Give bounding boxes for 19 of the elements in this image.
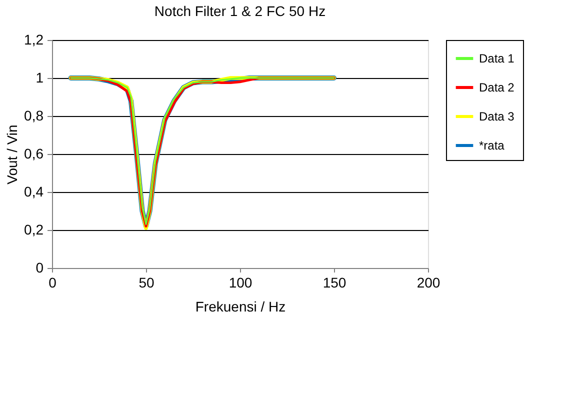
x-tick-label: 50 — [138, 274, 154, 290]
y-tick-label: 1 — [36, 70, 44, 86]
x-tick-label: 100 — [228, 274, 252, 290]
x-axis-title: Frekuensi / Hz — [195, 298, 286, 314]
legend-label: Data 1 — [479, 52, 515, 66]
y-axis-title: Vout / Vin — [4, 124, 20, 184]
y-tick-label: 0,2 — [24, 222, 44, 238]
x-tick-label: 0 — [48, 274, 57, 290]
chart-title: Notch Filter 1 & 2 FC 50 Hz — [154, 3, 326, 19]
y-tick-label: 0 — [36, 260, 44, 276]
legend-label: Data 3 — [479, 110, 515, 124]
x-tick-label: 200 — [416, 274, 440, 290]
y-tick-label: 1,2 — [24, 32, 44, 48]
legend-label: *rata — [479, 138, 505, 152]
y-tick-label: 0,8 — [24, 108, 44, 124]
y-tick-label: 0,6 — [24, 146, 44, 162]
y-tick-label: 0,4 — [24, 184, 44, 200]
x-tick-label: 150 — [322, 274, 346, 290]
legend-label: Data 2 — [479, 80, 515, 94]
